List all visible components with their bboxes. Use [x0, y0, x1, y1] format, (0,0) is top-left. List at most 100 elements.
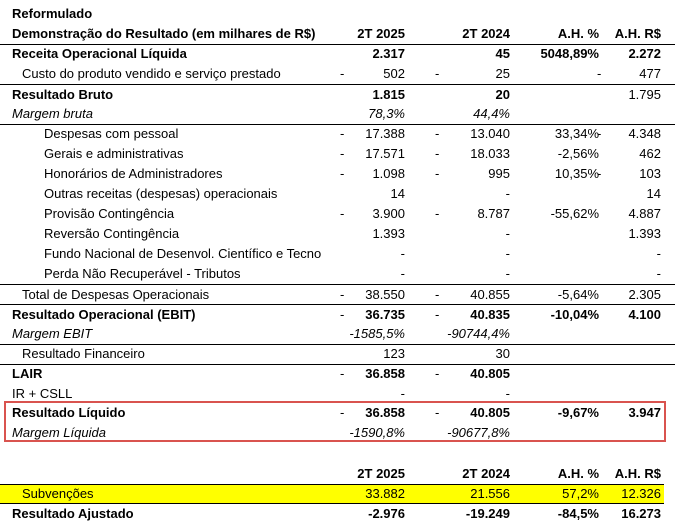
neg-sign: -	[340, 206, 345, 221]
col-header-ah-pct: A.H. %	[557, 26, 599, 41]
row-label: Resultado Ajustado	[12, 506, 134, 521]
table-row: Resultado Líquido - 36.858 - 40.805 -9,6…	[0, 403, 675, 423]
table-title: Reformulado	[12, 6, 93, 21]
neg-sign: -	[340, 126, 345, 141]
value-2t2025: 123	[383, 346, 405, 361]
row-label: LAIR	[12, 366, 43, 381]
value-ah-rs: 14	[646, 186, 661, 201]
neg-sign: -	[597, 66, 602, 81]
table-row: Reversão Contingência 1.393 - 1.393	[0, 224, 675, 244]
row-label: Resultado Líquido	[12, 405, 126, 420]
col-header-2t2025: 2T 2025	[357, 466, 405, 481]
value-2t2024: -90677,8%	[447, 425, 510, 440]
highlight-box	[4, 401, 666, 442]
header-row: Demonstração do Resultado (em milhares d…	[0, 24, 675, 45]
value-ah-rs: 2.305	[628, 287, 661, 302]
value-2t2024: 40.805	[470, 366, 510, 381]
neg-sign: -	[340, 366, 345, 381]
value-2t2024: 21.556	[470, 486, 510, 501]
row-label: Honorários de Administradores	[44, 166, 223, 181]
col-header-2t2024: 2T 2024	[462, 26, 510, 41]
row-label: Outras receitas (despesas) operacionais	[44, 186, 278, 201]
value-ah-pct: 33,34%	[554, 126, 599, 141]
row-label: Custo do produto vendido e serviço prest…	[22, 66, 281, 81]
neg-sign: -	[435, 126, 440, 141]
value-2t2024: -90744,4%	[447, 326, 510, 341]
value-ah-pct: -84,5%	[557, 506, 599, 521]
table-row: Resultado Operacional (EBIT) - 36.735 - …	[0, 304, 675, 325]
subvencoes-highlight	[0, 484, 664, 504]
neg-sign: -	[435, 307, 440, 322]
value-2t2025: 36.858	[365, 366, 405, 381]
value-2t2025: 3.900	[372, 206, 405, 221]
neg-sign: -	[340, 307, 345, 322]
value-2t2024: 40.805	[470, 405, 510, 420]
neg-sign: -	[597, 126, 602, 141]
neg-sign: -	[340, 287, 345, 302]
neg-sign: -	[435, 166, 440, 181]
ajustado-row: Resultado Ajustado -2.976 -19.249 -84,5%…	[0, 504, 675, 524]
table-subtitle: Demonstração do Resultado (em milhares d…	[12, 26, 316, 41]
value-2t2024: -	[505, 246, 510, 261]
value-ah-rs: 477	[639, 66, 661, 81]
neg-sign: -	[340, 405, 345, 420]
neg-sign: -	[340, 146, 345, 161]
value-ah-pct: 10,35%	[554, 166, 599, 181]
col-header-ah-pct: A.H. %	[557, 466, 599, 481]
value-ah-rs: 16.273	[621, 506, 661, 521]
value-ah-rs: -	[656, 266, 661, 281]
table-row: Perda Não Recuperável - Tributos - - -	[0, 264, 675, 284]
second-header-row: 2T 2025 2T 2024 A.H. % A.H. R$	[0, 464, 675, 484]
neg-sign: -	[435, 366, 440, 381]
value-2t2024: 8.787	[477, 206, 510, 221]
value-2t2024: -	[505, 266, 510, 281]
neg-sign: -	[435, 66, 440, 81]
table-row: Margem EBIT -1585,5% -90744,4%	[0, 324, 675, 345]
row-label: Despesas com pessoal	[44, 126, 179, 141]
row-label: Total de Despesas Operacionais	[22, 287, 210, 302]
table-row: Gerais e administrativas - 17.571 - 18.0…	[0, 144, 675, 164]
title-row: Reformulado	[0, 4, 675, 24]
value-ah-pct: -55,62%	[550, 206, 599, 221]
value-ah-rs: 12.326	[621, 486, 661, 501]
value-2t2025: 1.393	[372, 226, 405, 241]
neg-sign: -	[597, 166, 602, 181]
value-2t2025: 17.571	[365, 146, 405, 161]
table-row: Honorários de Administradores - 1.098 - …	[0, 164, 675, 184]
row-label: Margem Líquida	[12, 425, 106, 440]
neg-sign: -	[435, 287, 440, 302]
value-2t2024: -	[505, 386, 510, 401]
value-2t2025: -2.976	[368, 506, 405, 521]
value-ah-rs: 103	[639, 166, 661, 181]
value-ah-rs: 3.947	[628, 405, 661, 420]
value-ah-pct: -5,64%	[557, 287, 599, 302]
value-2t2024: -	[505, 186, 510, 201]
neg-sign: -	[340, 166, 345, 181]
value-ah-rs: 4.100	[628, 307, 661, 322]
value-2t2024: 13.040	[470, 126, 510, 141]
col-header-2t2024: 2T 2024	[462, 466, 510, 481]
row-label: Reversão Contingência	[44, 226, 180, 241]
value-2t2024: 45	[495, 46, 510, 61]
value-2t2025: -	[400, 386, 405, 401]
value-2t2024: 18.033	[470, 146, 510, 161]
value-2t2024: 25	[495, 66, 510, 81]
value-2t2025: -1585,5%	[349, 326, 405, 341]
table-row: Total de Despesas Operacionais - 38.550 …	[0, 284, 675, 305]
table-row: LAIR - 36.858 - 40.805	[0, 364, 675, 384]
value-ah-pct: -2,56%	[557, 146, 599, 161]
row-label: Resultado Financeiro	[22, 346, 145, 361]
row-label: Margem bruta	[12, 106, 93, 121]
row-label: Fundo Nacional de Desenvol. Científico e…	[44, 246, 322, 261]
value-ah-rs: 1.393	[628, 226, 661, 241]
value-ah-rs: 4.348	[628, 126, 661, 141]
table-row: Margem Líquida -1590,8% -90677,8%	[0, 423, 675, 443]
subvencoes-row: Subvenções 33.882 21.556 57,2% 12.326	[0, 484, 675, 504]
value-2t2024: 40.835	[470, 307, 510, 322]
col-header-ah-rs: A.H. R$	[614, 466, 661, 481]
value-2t2025: -1590,8%	[349, 425, 405, 440]
row-label: Gerais e administrativas	[44, 146, 184, 161]
table-row: Despesas com pessoal - 17.388 - 13.040 3…	[0, 124, 675, 144]
neg-sign: -	[340, 66, 345, 81]
row-label: Resultado Operacional (EBIT)	[12, 307, 196, 322]
